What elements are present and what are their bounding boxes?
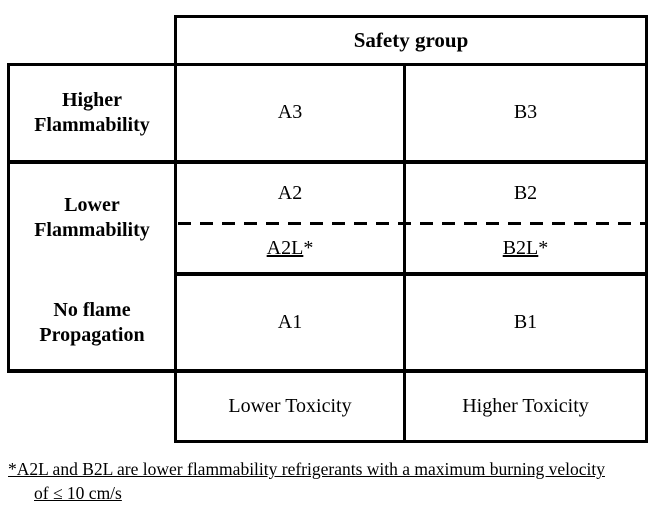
row-label-lower-flammability: Lower Flammability bbox=[10, 164, 174, 272]
cell-a3: A3 bbox=[177, 65, 403, 160]
no-flame-line1: No flame bbox=[53, 298, 131, 321]
lower-flammability-line2: Flammability bbox=[34, 219, 150, 241]
cell-b1: B1 bbox=[406, 276, 645, 369]
row-label-higher-flammability: Higher Flammability bbox=[10, 65, 174, 160]
row-divider-1-toxicity bbox=[7, 369, 648, 373]
column-label-higher-toxicity: Higher Toxicity bbox=[406, 373, 645, 440]
dashed-divider-2-2l bbox=[178, 222, 645, 225]
cell-b2l: B2L * bbox=[406, 225, 645, 272]
cell-a2l: A2L * bbox=[177, 225, 403, 272]
cell-b2l-value: B2L bbox=[502, 237, 539, 259]
cell-a1-value: A1 bbox=[277, 311, 303, 333]
lower-toxicity-label: Lower Toxicity bbox=[228, 395, 352, 417]
label-column-left-border bbox=[7, 63, 10, 373]
row-label-no-flame-propagation: No flame Propagation bbox=[10, 276, 174, 369]
column-divider-a-b bbox=[403, 63, 406, 443]
cell-b2l-asterisk: * bbox=[538, 237, 549, 259]
cell-b2-value: B2 bbox=[513, 181, 538, 204]
cell-a2: A2 bbox=[177, 164, 403, 222]
footnote-line2: of ≤ 10 cm/s bbox=[34, 483, 122, 503]
cell-b1-value: B1 bbox=[513, 311, 538, 333]
footnote: *A2L and B2L are lower flammability refr… bbox=[8, 457, 660, 505]
higher-toxicity-label: Higher Toxicity bbox=[462, 395, 589, 417]
lower-flammability-line1: Lower bbox=[64, 194, 120, 216]
table-right-border bbox=[645, 15, 648, 443]
row-divider-2l-1 bbox=[174, 272, 648, 276]
row-divider-flammability-3-2 bbox=[7, 160, 648, 164]
cell-a2l-value: A2L bbox=[266, 237, 304, 259]
cell-b2: B2 bbox=[406, 164, 645, 222]
higher-flammability-line1: Higher bbox=[62, 88, 122, 111]
cell-a2l-asterisk: * bbox=[303, 237, 314, 259]
header-top-border bbox=[174, 15, 648, 18]
cell-b3: B3 bbox=[406, 65, 645, 160]
cell-b3-value: B3 bbox=[513, 101, 538, 123]
cell-a2-value: A2 bbox=[277, 181, 303, 204]
header-bottom-border bbox=[7, 63, 648, 66]
cell-a1: A1 bbox=[177, 276, 403, 369]
footnote-line1: *A2L and B2L are lower flammability refr… bbox=[8, 459, 605, 479]
label-column-right-border bbox=[174, 15, 177, 443]
no-flame-line2: Propagation bbox=[39, 323, 145, 346]
table-bottom-border bbox=[174, 440, 648, 443]
higher-flammability-line2: Flammability bbox=[34, 113, 150, 136]
cell-a3-value: A3 bbox=[277, 101, 303, 123]
column-label-lower-toxicity: Lower Toxicity bbox=[177, 373, 403, 440]
safety-group-label: Safety group bbox=[353, 28, 469, 52]
table-header-safety-group: Safety group bbox=[177, 18, 645, 63]
